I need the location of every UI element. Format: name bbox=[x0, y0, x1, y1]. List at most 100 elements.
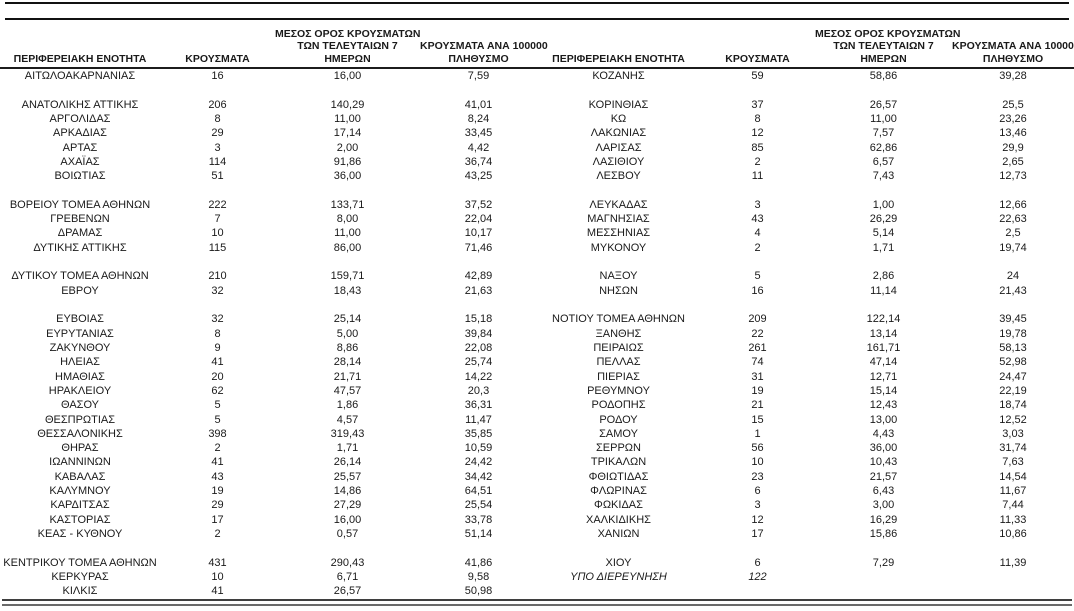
value-cell: 2 bbox=[754, 155, 761, 168]
value-cell: 2 bbox=[754, 241, 761, 254]
value-cell: 22,19 bbox=[999, 384, 1027, 397]
value-cell: 33,78 bbox=[464, 513, 493, 526]
region-name-cell: ΔΥΤΙΚΗΣ ΑΤΤΙΚΗΣ bbox=[33, 241, 127, 254]
region-name-cell: ΗΜΑΘΙΑΣ bbox=[55, 370, 105, 383]
value-cell: 11,00 bbox=[334, 112, 361, 125]
value-cell: 6,71 bbox=[336, 570, 359, 583]
region-name-cell bbox=[0, 83, 160, 97]
value-cell: 2,86 bbox=[872, 270, 895, 283]
value-cell: 41 bbox=[211, 456, 224, 469]
value-cell: 206 bbox=[208, 98, 227, 111]
region-name-cell: ΧΑΝΙΩΝ bbox=[597, 528, 640, 540]
value-cell: 4,57 bbox=[336, 413, 359, 426]
region-name-cell: ΛΑΡΙΣΑΣ bbox=[595, 141, 642, 154]
value-cell: 11,14 bbox=[870, 284, 897, 297]
value-cell: 1 bbox=[754, 427, 761, 440]
value-cell: 20,3 bbox=[467, 384, 490, 397]
value-cell: 14,22 bbox=[464, 370, 493, 383]
header-cases-right: ΚΡΟΥΣΜΑΤΑ bbox=[725, 52, 790, 65]
header-per100k-right: ΚΡΟΥΣΜΑΤΑ ΑΝΑ 100000 ΠΛΗΘΥΣΜΟ bbox=[952, 40, 1074, 67]
value-cell: 6 bbox=[754, 485, 761, 498]
value-cell: 6,57 bbox=[872, 155, 895, 168]
value-cell: 17,14 bbox=[333, 127, 362, 140]
value-cell: 2,00 bbox=[336, 141, 359, 154]
value-cell: 12,71 bbox=[869, 370, 898, 383]
value-cell: 56 bbox=[751, 442, 764, 455]
region-name-cell: ΜΕΣΣΗΝΙΑΣ bbox=[586, 227, 651, 240]
value-cell: 22,08 bbox=[464, 341, 493, 354]
value-cell: 10,17 bbox=[464, 227, 493, 240]
value-cell: 25,74 bbox=[464, 356, 493, 369]
region-name-cell bbox=[0, 541, 160, 555]
value-cell bbox=[952, 255, 1074, 269]
region-name-cell: ΕΒΡΟΥ bbox=[61, 284, 99, 297]
value-cell: 43 bbox=[751, 213, 764, 226]
value-cell: 7,63 bbox=[1002, 456, 1024, 469]
value-cell: 18,74 bbox=[999, 399, 1027, 412]
value-cell: 7,43 bbox=[872, 170, 895, 183]
value-cell: 115 bbox=[208, 241, 227, 254]
value-cell: 4,43 bbox=[872, 427, 895, 440]
region-name-cell: ΦΘΙΩΤΙΔΑΣ bbox=[588, 470, 649, 483]
region-name-cell: ΝΗΣΩΝ bbox=[599, 284, 638, 297]
region-name-cell: ΠΙΕΡΙΑΣ bbox=[597, 370, 640, 383]
bottom-rule bbox=[2, 599, 1072, 606]
value-cell: 32 bbox=[211, 284, 224, 297]
value-cell: 16,00 bbox=[333, 513, 362, 526]
value-cell: 11 bbox=[751, 170, 764, 183]
region-name-cell: ΔΥΤΙΚΟΥ ΤΟΜΕΑ ΑΘΗΝΩΝ bbox=[11, 270, 149, 283]
value-cell bbox=[700, 255, 815, 269]
value-cell: 6 bbox=[754, 556, 761, 569]
value-cell: 21,43 bbox=[999, 284, 1027, 297]
region-name-cell: ΚΑΣΤΟΡΙΑΣ bbox=[49, 513, 111, 526]
header-per100k-left-line2: ΠΛΗΘΥΣΜΟ bbox=[448, 52, 509, 65]
value-cell: 36,00 bbox=[869, 442, 898, 455]
value-cell: 3 bbox=[214, 141, 221, 154]
value-cell: 9 bbox=[214, 341, 221, 354]
value-cell: 7,29 bbox=[872, 556, 895, 569]
region-name-cell: ΔΡΑΜΑΣ bbox=[57, 227, 103, 240]
value-cell bbox=[160, 298, 275, 312]
value-cell: 8 bbox=[754, 112, 761, 125]
value-cell: 21 bbox=[751, 399, 764, 412]
value-cell: 21,71 bbox=[333, 370, 362, 383]
value-cell: 398 bbox=[208, 427, 227, 440]
value-cell: 32 bbox=[211, 313, 224, 326]
region-name-cell: ΚΑΡΔΙΤΣΑΣ bbox=[50, 499, 110, 512]
region-name-cell: ΕΥΡΥΤΑΝΙΑΣ bbox=[46, 327, 114, 340]
region-name-cell: ΚΕΡΚΥΡΑΣ bbox=[51, 570, 109, 583]
value-cell: 0,57 bbox=[336, 528, 359, 540]
value-cell: 431 bbox=[208, 556, 227, 569]
value-cell bbox=[700, 584, 815, 598]
value-cell: 1,86 bbox=[336, 399, 359, 412]
value-cell bbox=[420, 541, 537, 555]
region-name-cell: ΑΡΤΑΣ bbox=[62, 141, 98, 154]
region-name-cell: ΤΡΙΚΑΛΩΝ bbox=[590, 456, 647, 469]
value-cell: 34,42 bbox=[464, 470, 493, 483]
region-name-cell: ΝΑΞΟΥ bbox=[599, 270, 638, 283]
value-cell: 290,43 bbox=[330, 556, 365, 569]
value-cell: 29 bbox=[211, 499, 224, 512]
value-cell: 5 bbox=[754, 270, 761, 283]
value-cell: 7,59 bbox=[467, 70, 490, 82]
value-cell: 16 bbox=[211, 70, 224, 82]
region-name-cell: ΘΕΣΠΡΩΤΙΑΣ bbox=[44, 413, 116, 426]
value-cell: 133,71 bbox=[330, 198, 365, 211]
value-cell: 27,29 bbox=[333, 499, 362, 512]
value-cell: 2,65 bbox=[1002, 155, 1024, 168]
value-cell: 37,52 bbox=[464, 198, 493, 211]
value-cell: 62 bbox=[211, 384, 224, 397]
region-name-cell: ΜΑΓΝΗΣΙΑΣ bbox=[587, 213, 650, 226]
value-cell: 14,86 bbox=[333, 485, 362, 498]
region-name-cell: ΛΕΣΒΟΥ bbox=[596, 170, 641, 183]
value-cell: 47,14 bbox=[869, 356, 898, 369]
region-name-cell: ΚΟΡΙΝΘΙΑΣ bbox=[588, 98, 649, 111]
value-cell: 24 bbox=[1006, 270, 1020, 283]
value-cell bbox=[815, 255, 952, 269]
value-cell: 15,14 bbox=[869, 384, 898, 397]
value-cell: 43 bbox=[211, 470, 224, 483]
value-cell: 24,47 bbox=[999, 370, 1027, 383]
region-name-cell: ΓΡΕΒΕΝΩΝ bbox=[50, 213, 110, 226]
value-cell: 19,74 bbox=[999, 241, 1027, 254]
value-cell: 14,54 bbox=[999, 470, 1027, 483]
